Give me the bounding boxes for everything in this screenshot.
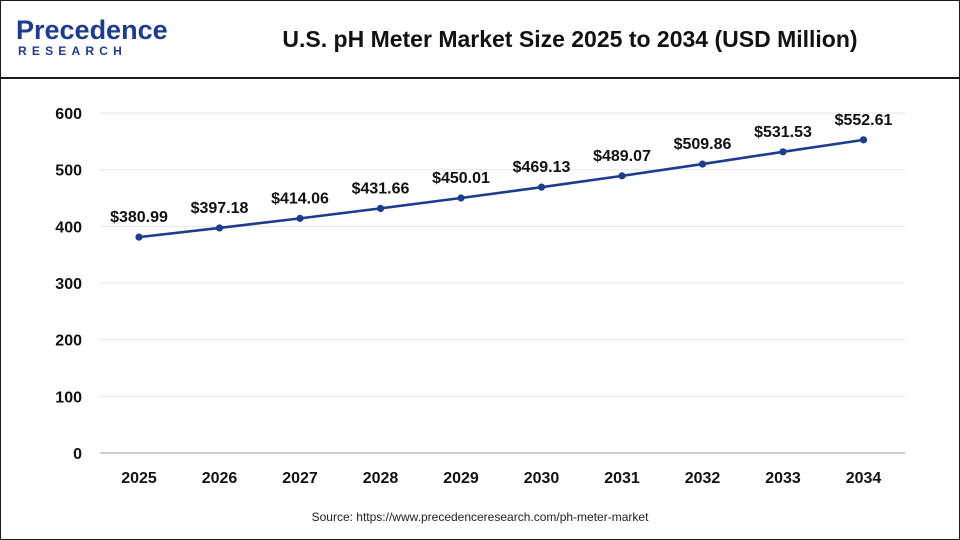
x-tick-label: 2034 [846,470,882,487]
data-point [537,183,546,191]
logo-wordmark: Precedence [16,15,168,45]
data-point [376,204,385,212]
source-note: Source: https://www.precedenceresearch.c… [311,510,649,524]
x-tick-label: 2026 [202,470,238,487]
axes: 0 100 200 300 400 500 600 2025 2026 2027 2028 2029 2… [55,106,905,487]
data-point [457,194,465,202]
data-label: $380.99 [110,209,168,226]
chart-title: U.S. pH Meter Market Size 2025 to 2034 (… [282,26,858,52]
y-tick-label: 500 [55,163,82,180]
data-label: $531.53 [754,124,812,141]
y-tick-label: 200 [55,333,82,350]
grid-lines [100,112,905,397]
x-tick-label: 2032 [685,470,721,487]
y-tick-label: 400 [55,219,82,236]
data-label: $509.86 [674,136,732,153]
data-point [779,148,787,156]
x-tick-label: 2027 [282,470,318,487]
series-market-size [135,136,868,241]
data-point [135,233,143,241]
data-point [859,136,868,144]
data-point [215,224,224,232]
series-line [138,138,864,239]
x-tick-label: 2033 [765,470,801,487]
x-tick-label: 2029 [443,470,479,487]
y-tick-label: 0 [73,446,82,463]
data-label: $414.06 [271,190,329,207]
data-label: $397.18 [191,200,249,217]
logo-subtitle: RESEARCH [18,44,127,58]
data-label: $431.66 [352,180,410,197]
header-bar: Precedence RESEARCH U.S. pH Meter Market… [0,0,960,79]
data-point [296,214,304,222]
precedence-research-logo: Precedence RESEARCH [16,14,168,64]
data-point [618,172,626,180]
x-tick-label: 2031 [604,470,640,487]
data-label: $489.07 [593,148,651,165]
data-label: $450.01 [432,170,490,187]
x-tick-label: 2030 [524,470,560,487]
y-tick-label: 600 [55,106,82,123]
x-tick-label: 2028 [363,470,399,487]
data-label: $552.61 [835,112,893,129]
data-point [698,160,707,168]
data-label: $469.13 [513,159,571,176]
y-tick-label: 300 [55,276,82,293]
data-labels: $380.99 $397.18 $414.06 $431.66 $450.01 $469.… [110,112,892,226]
x-tick-label: 2025 [121,470,157,487]
y-tick-label: 100 [55,389,82,406]
